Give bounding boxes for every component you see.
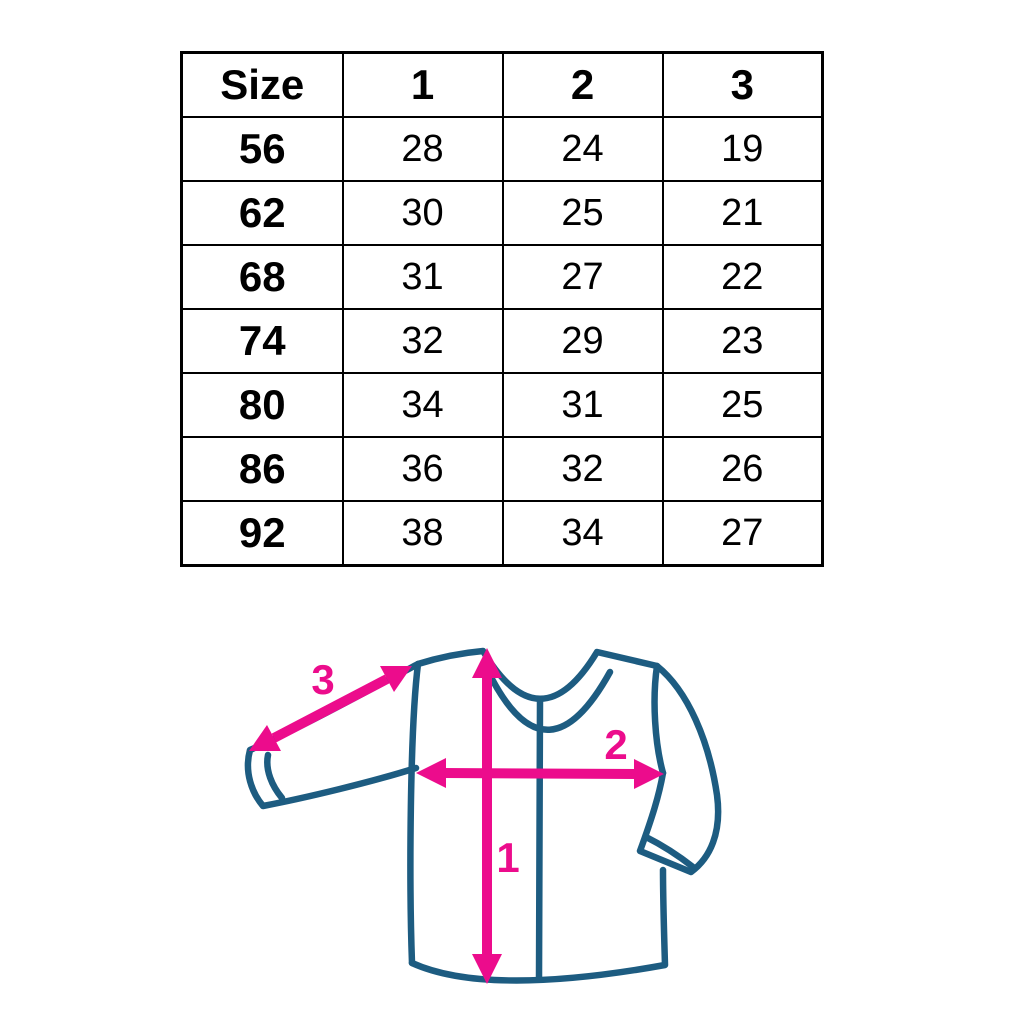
table-header-row: Size 1 2 3 [180, 51, 824, 118]
shirt-neckband [488, 668, 614, 733]
measure-2-value: 25 [501, 180, 664, 246]
size-chart-table: Size 1 2 3 56 28 24 19 62 30 25 21 68 31… [180, 51, 824, 567]
size-value: 56 [180, 116, 344, 182]
measure-1-value: 30 [341, 180, 504, 246]
header-measure-1: 1 [341, 51, 504, 118]
width-measure-label: 2 [604, 721, 627, 768]
measure-3-value: 22 [661, 244, 824, 310]
shirt-outline [244, 647, 722, 984]
width-arrowhead-right [634, 759, 664, 789]
size-value: 74 [180, 308, 344, 374]
measure-2-value: 29 [501, 308, 664, 374]
size-value: 92 [180, 500, 344, 567]
table-row: 62 30 25 21 [180, 180, 824, 246]
size-value: 62 [180, 180, 344, 246]
measure-1-value: 32 [341, 308, 504, 374]
width-arrowhead-left [416, 758, 446, 788]
size-value: 68 [180, 244, 344, 310]
measure-3-value: 26 [661, 436, 824, 502]
sleeve-arrowhead-bottom [249, 725, 281, 751]
measure-1-value: 28 [341, 116, 504, 182]
measure-3-value: 23 [661, 308, 824, 374]
length-arrowhead-bottom [472, 954, 502, 984]
measure-3-value: 25 [661, 372, 824, 438]
measure-1-value: 36 [341, 436, 504, 502]
measure-3-value: 27 [661, 500, 824, 567]
shirt-left-cuff [264, 751, 286, 802]
length-arrowhead-top [472, 648, 502, 678]
table-row: 56 28 24 19 [180, 116, 824, 182]
shirt-right-sleeve [636, 662, 722, 876]
table-row: 80 34 31 25 [180, 372, 824, 438]
measure-3-value: 19 [661, 116, 824, 182]
measure-arrowheads-and-labels: 1 2 3 [249, 648, 664, 984]
header-measure-3: 3 [661, 51, 824, 118]
size-value: 86 [180, 436, 344, 502]
measure-2-value: 34 [501, 500, 664, 567]
measure-2-value: 24 [501, 116, 664, 182]
measure-3-value: 21 [661, 180, 824, 246]
width-arrow-shaft [442, 768, 638, 779]
shirt-front-opening [535, 697, 544, 982]
sleeve-measure-label: 3 [311, 656, 334, 703]
measure-2-value: 31 [501, 372, 664, 438]
size-value: 80 [180, 372, 344, 438]
sleeve-arrowhead-top [380, 666, 412, 692]
table-row: 74 32 29 23 [180, 308, 824, 374]
sleeve-arrow-shaft [271, 674, 390, 743]
shirt-right-cuff [642, 833, 697, 871]
measure-arrow-shafts [271, 674, 638, 956]
shirt-body [407, 647, 667, 967]
shirt-hem [408, 866, 669, 984]
table-row: 68 31 27 22 [180, 244, 824, 310]
measure-1-value: 38 [341, 500, 504, 567]
measure-1-value: 34 [341, 372, 504, 438]
measure-2-value: 27 [501, 244, 664, 310]
length-measure-label: 1 [496, 834, 519, 881]
measure-1-value: 31 [341, 244, 504, 310]
header-size: Size [180, 51, 344, 118]
table-row: 86 36 32 26 [180, 436, 824, 502]
measure-2-value: 32 [501, 436, 664, 502]
table-row: 92 38 34 27 [180, 500, 824, 567]
header-measure-2: 2 [501, 51, 664, 118]
